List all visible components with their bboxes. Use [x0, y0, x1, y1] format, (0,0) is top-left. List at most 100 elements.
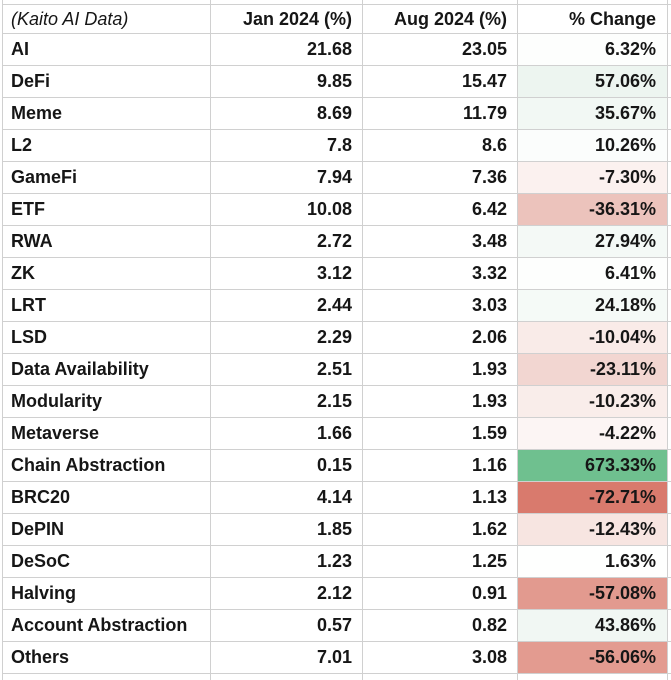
table-row: AI 21.68 23.05 6.32%	[2, 34, 671, 66]
aug-value-cell: 3.08	[363, 642, 518, 673]
category-cell: Others	[2, 642, 211, 673]
table-row: Account Abstraction 0.57 0.82 43.86%	[2, 610, 671, 642]
change-value-cell: -10.04%	[518, 322, 668, 353]
jan-value-cell: 1.66	[211, 418, 363, 449]
change-value-cell: 27.94%	[518, 226, 668, 257]
change-value-cell: 6.41%	[518, 258, 668, 289]
aug-value-cell: 8.6	[363, 130, 518, 161]
category-cell: AI	[2, 34, 211, 65]
category-cell: RWA	[2, 226, 211, 257]
jan-value-cell: 4.14	[211, 482, 363, 513]
partial-cell	[518, 674, 668, 680]
jan-value-cell: 2.51	[211, 354, 363, 385]
aug-value-cell: 1.13	[363, 482, 518, 513]
aug-value-cell: 0.82	[363, 610, 518, 641]
category-cell: Chain Abstraction	[2, 450, 211, 481]
header-row: (Kaito AI Data) Jan 2024 (%) Aug 2024 (%…	[2, 5, 671, 34]
category-cell: L2	[2, 130, 211, 161]
jan-value-cell: 1.85	[211, 514, 363, 545]
table-row: Metaverse 1.66 1.59 -4.22%	[2, 418, 671, 450]
aug-value-cell: 11.79	[363, 98, 518, 129]
jan-value-cell: 1.23	[211, 546, 363, 577]
partial-row-bottom	[2, 674, 671, 680]
jan-value-cell: 10.08	[211, 194, 363, 225]
change-value-cell: -10.23%	[518, 386, 668, 417]
change-value-cell: 24.18%	[518, 290, 668, 321]
aug-value-cell: 7.36	[363, 162, 518, 193]
jan-value-cell: 2.29	[211, 322, 363, 353]
category-cell: Halving	[2, 578, 211, 609]
aug-value-cell: 1.62	[363, 514, 518, 545]
change-value-cell: -12.43%	[518, 514, 668, 545]
category-cell: Modularity	[2, 386, 211, 417]
jan-value-cell: 3.12	[211, 258, 363, 289]
table-row: Chain Abstraction 0.15 1.16 673.33%	[2, 450, 671, 482]
jan-value-cell: 8.69	[211, 98, 363, 129]
aug-value-cell: 1.93	[363, 354, 518, 385]
change-value-cell: -36.31%	[518, 194, 668, 225]
partial-cell	[2, 0, 211, 4]
change-value-cell: -72.71%	[518, 482, 668, 513]
category-cell: DeFi	[2, 66, 211, 97]
category-cell: Account Abstraction	[2, 610, 211, 641]
category-cell: DePIN	[2, 514, 211, 545]
change-value-cell: 673.33%	[518, 450, 668, 481]
header-aug-2024: Aug 2024 (%)	[363, 5, 518, 33]
aug-value-cell: 6.42	[363, 194, 518, 225]
table-row: GameFi 7.94 7.36 -7.30%	[2, 162, 671, 194]
partial-cell	[211, 0, 363, 4]
partial-cell	[518, 0, 668, 4]
aug-value-cell: 2.06	[363, 322, 518, 353]
partial-cell	[363, 674, 518, 680]
jan-value-cell: 7.8	[211, 130, 363, 161]
jan-value-cell: 2.44	[211, 290, 363, 321]
change-value-cell: 35.67%	[518, 98, 668, 129]
jan-value-cell: 9.85	[211, 66, 363, 97]
change-value-cell: 6.32%	[518, 34, 668, 65]
jan-value-cell: 21.68	[211, 34, 363, 65]
aug-value-cell: 23.05	[363, 34, 518, 65]
aug-value-cell: 3.32	[363, 258, 518, 289]
category-cell: DeSoC	[2, 546, 211, 577]
table-row: RWA 2.72 3.48 27.94%	[2, 226, 671, 258]
category-cell: GameFi	[2, 162, 211, 193]
jan-value-cell: 7.94	[211, 162, 363, 193]
change-value-cell: -57.08%	[518, 578, 668, 609]
partial-cell	[211, 674, 363, 680]
aug-value-cell: 0.91	[363, 578, 518, 609]
aug-value-cell: 1.25	[363, 546, 518, 577]
aug-value-cell: 1.16	[363, 450, 518, 481]
change-value-cell: 43.86%	[518, 610, 668, 641]
aug-value-cell: 3.03	[363, 290, 518, 321]
partial-cell	[2, 674, 211, 680]
aug-value-cell: 1.59	[363, 418, 518, 449]
table-row: DeFi 9.85 15.47 57.06%	[2, 66, 671, 98]
table-row: Halving 2.12 0.91 -57.08%	[2, 578, 671, 610]
table-row: LSD 2.29 2.06 -10.04%	[2, 322, 671, 354]
table-row: Data Availability 2.51 1.93 -23.11%	[2, 354, 671, 386]
change-value-cell: -7.30%	[518, 162, 668, 193]
jan-value-cell: 2.12	[211, 578, 363, 609]
change-value-cell: -23.11%	[518, 354, 668, 385]
table-row: DePIN 1.85 1.62 -12.43%	[2, 514, 671, 546]
change-value-cell: -56.06%	[518, 642, 668, 673]
change-value-cell: 57.06%	[518, 66, 668, 97]
table-row: Modularity 2.15 1.93 -10.23%	[2, 386, 671, 418]
category-cell: Data Availability	[2, 354, 211, 385]
aug-value-cell: 3.48	[363, 226, 518, 257]
category-cell: LSD	[2, 322, 211, 353]
category-cell: LRT	[2, 290, 211, 321]
jan-value-cell: 0.15	[211, 450, 363, 481]
header-percent-change: % Change	[518, 5, 668, 33]
category-cell: Metaverse	[2, 418, 211, 449]
jan-value-cell: 2.15	[211, 386, 363, 417]
category-cell: Meme	[2, 98, 211, 129]
change-value-cell: -4.22%	[518, 418, 668, 449]
partial-cell	[363, 0, 518, 4]
category-cell: BRC20	[2, 482, 211, 513]
jan-value-cell: 2.72	[211, 226, 363, 257]
table-row: ETF 10.08 6.42 -36.31%	[2, 194, 671, 226]
header-source-label: (Kaito AI Data)	[2, 5, 211, 33]
table-row: DeSoC 1.23 1.25 1.63%	[2, 546, 671, 578]
